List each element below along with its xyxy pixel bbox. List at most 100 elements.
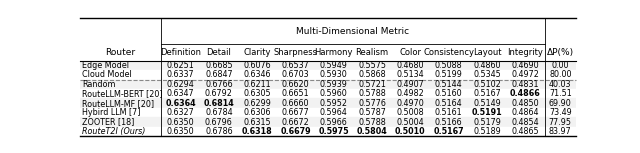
Text: Edge Model: Edge Model: [82, 61, 129, 70]
Text: Detail: Detail: [206, 48, 231, 57]
Text: 0.5975: 0.5975: [319, 127, 349, 136]
Text: 0.5008: 0.5008: [397, 108, 424, 117]
Text: Color: Color: [399, 48, 421, 57]
Text: 0.6364: 0.6364: [165, 99, 196, 108]
Text: 0.6294: 0.6294: [166, 80, 195, 89]
Text: 0.5167: 0.5167: [433, 127, 464, 136]
Text: Layout: Layout: [473, 48, 501, 57]
Text: 0.6672: 0.6672: [282, 118, 309, 127]
Text: 0.5966: 0.5966: [320, 118, 348, 127]
Text: Integrity: Integrity: [508, 48, 543, 57]
Bar: [80, 117, 576, 127]
Text: 0.6766: 0.6766: [205, 80, 233, 89]
Text: 73.49: 73.49: [549, 108, 572, 117]
Text: Sharpness: Sharpness: [273, 48, 317, 57]
Text: 69.90: 69.90: [549, 99, 572, 108]
Text: 0.6337: 0.6337: [166, 70, 195, 79]
Text: 0.6796: 0.6796: [205, 118, 233, 127]
Text: 0.4690: 0.4690: [511, 61, 539, 70]
Text: 0.5191: 0.5191: [472, 108, 502, 117]
Text: 0.6679: 0.6679: [280, 127, 311, 136]
Text: Multi-Dimensional Metric: Multi-Dimensional Metric: [296, 27, 410, 36]
Text: 0.5161: 0.5161: [435, 108, 463, 117]
Text: 0.6792: 0.6792: [205, 89, 233, 98]
Bar: [80, 127, 576, 136]
Text: 0.6537: 0.6537: [282, 61, 309, 70]
Text: Harmony: Harmony: [314, 48, 353, 57]
Text: 0.5788: 0.5788: [358, 118, 386, 127]
Text: 0.6327: 0.6327: [166, 108, 195, 117]
Bar: [80, 44, 576, 61]
Text: Clarity: Clarity: [243, 48, 271, 57]
Text: 0.6784: 0.6784: [205, 108, 233, 117]
Text: 0.5179: 0.5179: [473, 118, 501, 127]
Text: 0.6651: 0.6651: [282, 89, 309, 98]
Text: 0.6677: 0.6677: [282, 108, 309, 117]
Text: 0.4831: 0.4831: [511, 80, 539, 89]
Text: 0.5345: 0.5345: [473, 70, 501, 79]
Text: 0.5199: 0.5199: [435, 70, 463, 79]
Text: 71.51: 71.51: [549, 89, 572, 98]
Text: 0.6315: 0.6315: [243, 118, 271, 127]
Text: 0.6076: 0.6076: [243, 61, 271, 70]
Text: Cloud Model: Cloud Model: [82, 70, 132, 79]
Text: 0.5952: 0.5952: [320, 99, 348, 108]
Text: 0.4864: 0.4864: [511, 108, 539, 117]
Text: 0.6660: 0.6660: [282, 99, 309, 108]
Text: 0.6318: 0.6318: [242, 127, 273, 136]
Text: 0.6347: 0.6347: [166, 89, 195, 98]
Bar: [80, 61, 576, 70]
Text: 0.6346: 0.6346: [243, 70, 271, 79]
Text: 0.5166: 0.5166: [435, 118, 463, 127]
Text: 0.4850: 0.4850: [511, 99, 539, 108]
Text: 40.03: 40.03: [549, 80, 572, 89]
Text: 0.5167: 0.5167: [473, 89, 501, 98]
Text: 0.5189: 0.5189: [473, 127, 501, 136]
Text: 0.4865: 0.4865: [511, 127, 539, 136]
Text: RouteLLM-BERT [20]: RouteLLM-BERT [20]: [82, 89, 163, 98]
Text: 0.5004: 0.5004: [397, 118, 424, 127]
Text: 0.6251: 0.6251: [166, 61, 195, 70]
Text: 0.5102: 0.5102: [473, 80, 501, 89]
Text: Hybird LLM [7]: Hybird LLM [7]: [82, 108, 141, 117]
Text: 0.6211: 0.6211: [243, 80, 271, 89]
Text: 0.4982: 0.4982: [397, 89, 424, 98]
Text: 0.5787: 0.5787: [358, 108, 386, 117]
Text: 0.5776: 0.5776: [358, 99, 386, 108]
Text: Router: Router: [106, 48, 136, 57]
Text: 0.6299: 0.6299: [243, 99, 271, 108]
Text: 0.6786: 0.6786: [205, 127, 233, 136]
Text: 0.5575: 0.5575: [358, 61, 386, 70]
Text: 0.5721: 0.5721: [358, 80, 386, 89]
Text: 0.4972: 0.4972: [511, 70, 540, 79]
Text: ZOOTER [18]: ZOOTER [18]: [82, 118, 134, 127]
Text: 0.5010: 0.5010: [395, 127, 426, 136]
Text: 0.4860: 0.4860: [474, 61, 500, 70]
Text: 0.4970: 0.4970: [397, 99, 424, 108]
Text: 0.6350: 0.6350: [166, 118, 195, 127]
Text: 0.6350: 0.6350: [166, 127, 195, 136]
Text: 0.5964: 0.5964: [320, 108, 348, 117]
Text: RouteLLM-MF [20]: RouteLLM-MF [20]: [82, 99, 154, 108]
Text: 0.4854: 0.4854: [511, 118, 539, 127]
Text: 0.6620: 0.6620: [282, 80, 309, 89]
Text: 0.5149: 0.5149: [473, 99, 501, 108]
Text: 0.5164: 0.5164: [435, 99, 463, 108]
Text: 0.5160: 0.5160: [435, 89, 463, 98]
Bar: [80, 18, 576, 44]
Text: Consistency: Consistency: [423, 48, 474, 57]
Text: 0.5144: 0.5144: [435, 80, 463, 89]
Text: Realism: Realism: [356, 48, 388, 57]
Bar: [80, 70, 576, 80]
Text: 0.5134: 0.5134: [397, 70, 424, 79]
Text: 80.00: 80.00: [549, 70, 572, 79]
Text: 0.5960: 0.5960: [320, 89, 348, 98]
Text: RouteT2I (Ours): RouteT2I (Ours): [82, 127, 145, 136]
Text: 0.4907: 0.4907: [397, 80, 424, 89]
Text: 0.6305: 0.6305: [243, 89, 271, 98]
Text: 0.4680: 0.4680: [397, 61, 424, 70]
Text: 0.6703: 0.6703: [282, 70, 309, 79]
Text: 0.5930: 0.5930: [320, 70, 348, 79]
Text: 0.5804: 0.5804: [356, 127, 387, 136]
Text: Random: Random: [82, 80, 115, 89]
